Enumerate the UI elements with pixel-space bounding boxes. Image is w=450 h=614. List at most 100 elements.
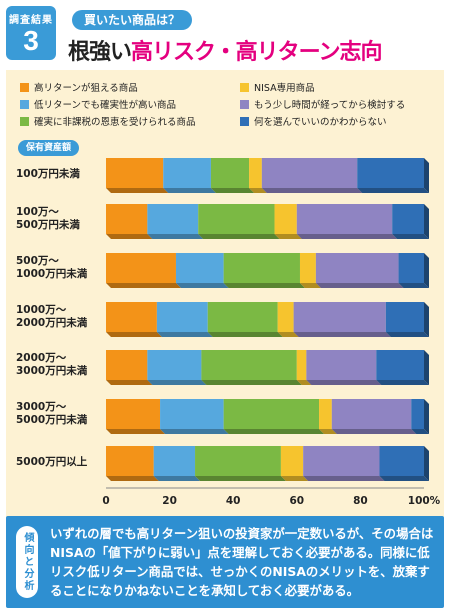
bar-segment	[160, 399, 224, 429]
bar-segment-depth	[277, 332, 299, 337]
bar-segment	[163, 158, 211, 188]
legend-item: 確実に非課税の恩恵を受けられる商品	[20, 114, 240, 128]
bar-segment	[274, 204, 297, 234]
bar-segment-depth	[223, 429, 325, 434]
x-tick-label: 0	[102, 495, 109, 507]
page-title: 根強い高リスク・高リターン志向	[68, 34, 382, 66]
chart-panel: 高リターンが狙える商品 NISA専用商品低リターンでも確実性が高い商品 もう少し時間…	[6, 70, 444, 520]
bar-segment-depth	[160, 429, 229, 434]
bar-segment-depth	[299, 283, 321, 288]
bar-segment-depth	[261, 188, 363, 193]
legend-swatch	[240, 99, 249, 109]
bar-segment	[175, 253, 224, 283]
bar-segment-depth	[223, 283, 305, 288]
bar-segment	[249, 158, 262, 188]
bar-segment-depth	[210, 188, 255, 193]
chart-legend: 高リターンが狙える商品 NISA専用商品低リターンでも確実性が高い商品 もう少し時間…	[20, 80, 434, 128]
bar-segment-depth	[296, 234, 398, 239]
bar-segment-depth	[106, 234, 153, 239]
bar-segment	[331, 399, 412, 429]
bar-segment-depth	[147, 234, 204, 239]
category-label: 2000万～	[16, 352, 67, 364]
legend-swatch	[240, 82, 249, 92]
title-plain: 根強い	[68, 40, 132, 65]
bar-segment	[106, 350, 148, 380]
bar-segment	[280, 446, 304, 476]
bar-segment-depth	[303, 476, 385, 481]
bar-segment-depth	[201, 380, 302, 385]
bar-segment-depth	[411, 429, 429, 434]
bar-segment-depth	[198, 234, 280, 239]
subtitle-pill: 買いたい商品は？	[72, 10, 193, 30]
bar-segment-depth	[392, 234, 429, 239]
bar-side-depth	[424, 253, 429, 288]
bar-segment-depth	[156, 332, 213, 337]
x-tick-label: 100%	[408, 495, 441, 507]
bar-segment	[296, 204, 393, 234]
bar-segment	[106, 158, 164, 188]
bar-segment	[223, 399, 320, 429]
bar-segment-depth	[175, 283, 229, 288]
bar-segment	[156, 302, 208, 332]
legend-label: 低リターンでも確実性が高い商品	[34, 100, 177, 111]
analysis-text: いずれの層でも高リターン狙いの投資家が一定数いるが、その場合はNISAの「値下が…	[50, 526, 434, 598]
category-label: 500万～	[16, 255, 59, 267]
legend-item: もう少し時間が経ってから検討する	[240, 97, 434, 111]
bar-side-depth	[424, 302, 429, 337]
category-label: 5000万円以上	[16, 455, 88, 468]
legend-swatch	[20, 82, 29, 92]
legend-item: NISA専用商品	[240, 80, 434, 94]
bar-segment	[195, 446, 281, 476]
bar-segment-depth	[249, 188, 267, 193]
category-label: 1000万～	[16, 304, 67, 316]
category-label: 3000万～	[16, 401, 67, 413]
bar-segment	[296, 350, 307, 380]
bar-segment-depth	[331, 429, 417, 434]
bar-segment-depth	[163, 188, 216, 193]
bar-segment-depth	[274, 234, 302, 239]
bar-segment	[293, 302, 386, 332]
bar-segment	[315, 253, 399, 283]
analysis-tag: 傾向と分析	[16, 526, 38, 598]
bar-segment	[392, 204, 424, 234]
bar-segment-depth	[195, 476, 286, 481]
analysis-box: 傾向と分析 いずれの層でも高リターン狙いの投資家が一定数いるが、その場合はNIS…	[6, 516, 444, 608]
bar-segment	[303, 446, 380, 476]
bar-segment	[379, 446, 424, 476]
bar-segment-depth	[106, 283, 181, 288]
legend-label: 高リターンが狙える商品	[34, 83, 138, 94]
bar-segment-depth	[293, 332, 391, 337]
x-tick-label: 40	[226, 495, 241, 507]
bar-segment	[147, 204, 199, 234]
bar-segment	[223, 253, 300, 283]
bar-segment-depth	[376, 380, 429, 385]
x-tick-label: 20	[162, 495, 177, 507]
bar-side-depth	[424, 399, 429, 434]
bar-segment-depth	[296, 380, 312, 385]
bar-segment	[106, 253, 176, 283]
legend-item: 低リターンでも確実性が高い商品	[20, 97, 240, 111]
legend-label: 何を選んでいいのかわからない	[254, 117, 387, 128]
bar-segment	[306, 350, 377, 380]
bar-segment	[106, 399, 161, 429]
bar-segment	[147, 350, 202, 380]
bar-segment-depth	[280, 476, 309, 481]
bar-segment-depth	[106, 332, 162, 337]
bar-segment	[277, 302, 294, 332]
bar-side-depth	[424, 350, 429, 385]
bar-segment-depth	[379, 476, 429, 481]
bar-segment	[357, 158, 424, 188]
bar-segment-depth	[106, 380, 153, 385]
badge-label: 調査結果	[9, 15, 53, 26]
bar-segment-depth	[153, 476, 201, 481]
bar-segment	[398, 253, 424, 283]
legend-item: 何を選んでいいのかわからない	[240, 114, 434, 128]
bar-segment-depth	[357, 188, 429, 193]
bar-segment-depth	[385, 332, 429, 337]
category-label: 2000万円未満	[16, 316, 88, 329]
bar-segment-depth	[319, 429, 337, 434]
legend-label: 確実に非課税の恩恵を受けられる商品	[34, 117, 196, 128]
x-tick-label: 60	[289, 495, 304, 507]
bar-segment	[299, 253, 316, 283]
bar-side-depth	[424, 158, 429, 193]
